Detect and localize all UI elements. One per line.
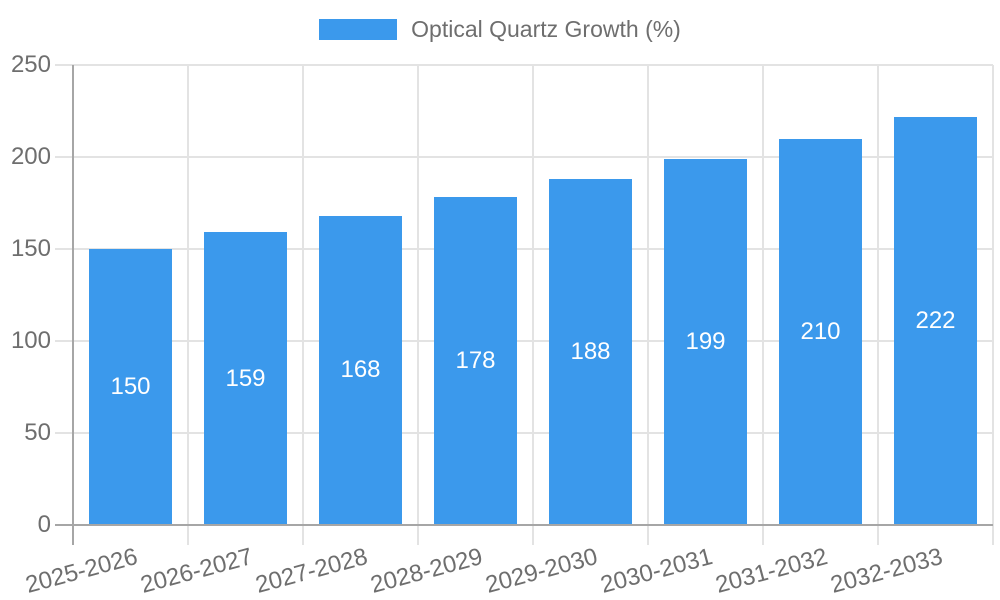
y-tick-label-250: 250 — [10, 51, 51, 78]
bar-2030-2031[interactable] — [664, 158, 747, 525]
x-tick-label-2027-2028: 2027-2028 — [252, 543, 371, 599]
x-tick-label-2032-2033: 2032-2033 — [827, 543, 946, 599]
gridline-h-50 — [55, 432, 993, 434]
y-tick-label-0: 0 — [37, 511, 51, 538]
gridline-v-3 — [417, 65, 419, 545]
x-tick-label-2025-2026: 2025-2026 — [22, 543, 141, 599]
x-tick-label-2031-2032: 2031-2032 — [712, 543, 831, 599]
y-tick-label-50: 50 — [24, 419, 51, 446]
gridline-h-100 — [55, 340, 993, 342]
gridline-h-150 — [55, 248, 993, 250]
bar-2029-2030[interactable] — [549, 179, 632, 525]
y-tick-label-200: 200 — [10, 143, 51, 170]
y-tick-label-100: 100 — [10, 327, 51, 354]
bar-2027-2028[interactable] — [319, 215, 402, 525]
x-tick-label-2028-2029: 2028-2029 — [367, 543, 486, 599]
bar-value-label-2026-2027: 159 — [225, 364, 266, 392]
bar-value-label-2027-2028: 168 — [340, 356, 381, 384]
gridline-h-200 — [55, 156, 993, 158]
plot-right-border — [992, 65, 994, 545]
bar-2025-2026[interactable] — [89, 249, 172, 525]
gridline-v-4 — [532, 65, 534, 545]
gridline-v-7 — [877, 65, 879, 545]
bar-value-label-2028-2029: 178 — [455, 347, 496, 375]
legend-swatch — [319, 18, 398, 40]
gridline-h-250 — [55, 64, 993, 66]
bar-value-label-2029-2030: 188 — [570, 338, 611, 366]
gridline-v-5 — [647, 65, 649, 545]
gridline-v-2 — [302, 65, 304, 545]
bar-value-label-2032-2033: 222 — [915, 306, 956, 334]
bar-value-label-2025-2026: 150 — [110, 373, 151, 400]
legend-label: Optical Quartz Growth (%) — [411, 16, 681, 42]
bar-2028-2029[interactable] — [434, 197, 517, 525]
gridline-v-1 — [187, 65, 189, 545]
bar-2032-2033[interactable] — [894, 116, 977, 525]
bar-value-label-2030-2031: 199 — [685, 327, 726, 355]
x-tick-label-2029-2030: 2029-2030 — [482, 543, 601, 599]
bar-2026-2027[interactable] — [204, 232, 287, 525]
x-tick-label-2030-2031: 2030-2031 — [597, 543, 716, 599]
y-axis-line — [72, 65, 74, 545]
x-tick-label-2026-2027: 2026-2027 — [137, 543, 256, 599]
y-tick-label-150: 150 — [10, 235, 51, 262]
gridline-v-6 — [762, 65, 764, 545]
x-axis-line — [55, 524, 993, 526]
bar-value-label-2031-2032: 210 — [800, 317, 841, 345]
legend[interactable]: Optical Quartz Growth (%) — [0, 14, 1000, 44]
bar-2031-2032[interactable] — [779, 138, 862, 525]
